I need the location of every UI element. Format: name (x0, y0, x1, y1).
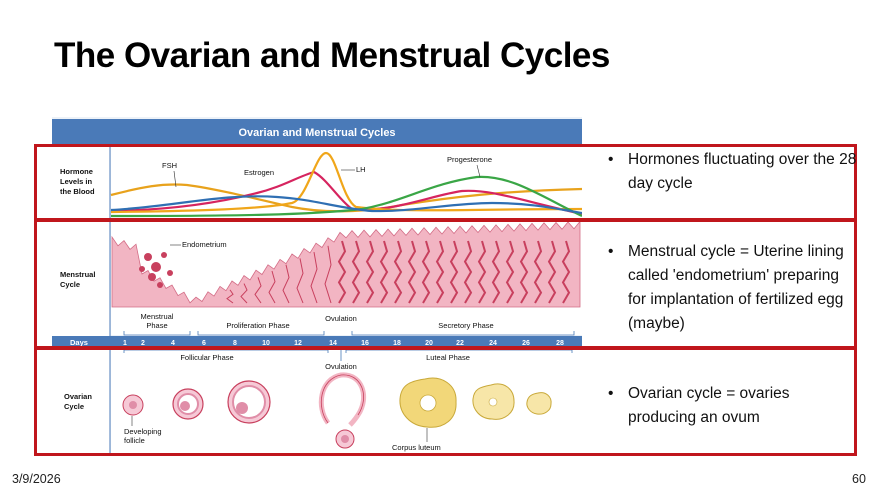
developing-follicle-3 (227, 380, 271, 424)
fsh-curve (110, 183, 582, 213)
endometrium-label: Endometrium (182, 240, 227, 249)
bullet-hormones: • Hormones fluctuating over the 28 day cy… (608, 151, 857, 192)
days-bar (52, 336, 582, 347)
day-tick-label: 20 (425, 340, 433, 347)
day-tick-label: 12 (294, 340, 302, 347)
day-tick-label: 6 (202, 340, 206, 347)
row-label-ovarian-1: Ovarian (64, 392, 92, 401)
estrogen-label: Estrogen (244, 168, 274, 177)
corpus-luteum-label: Corpus luteum (392, 443, 441, 452)
luteal-phase-label: Luteal Phase (426, 353, 470, 362)
corpus-luteum-3 (526, 392, 552, 415)
shedding-fragments (139, 252, 173, 288)
row-label-hormone-1: Hormone (60, 167, 93, 176)
ovarian-highlight-box (34, 347, 857, 456)
ovarian-menstrual-diagram: Ovarian and Menstrual Cycles Hormone Lev… (52, 117, 582, 456)
day-tick-label: 24 (489, 340, 497, 347)
row-label-menstrual-1: Menstrual (60, 270, 95, 279)
estrogen-curve (110, 170, 582, 216)
diagram-header-bar (52, 119, 582, 144)
row-label-ovarian-2: Cycle (64, 402, 84, 411)
follicular-phase-label: Follicular Phase (180, 353, 233, 362)
day-tick-label: 8 (233, 340, 237, 347)
endometrial-glands (226, 240, 571, 304)
secretory-phase-label: Secretory Phase (438, 321, 493, 330)
progesterone-curve (110, 175, 582, 218)
developing-follicle-label-2: follicle (124, 436, 145, 445)
day-tick-label: 28 (556, 340, 564, 347)
endometrium-tissue (111, 220, 581, 308)
day-tick-label: 22 (456, 340, 464, 347)
ovulation-lower-label: Ovulation (325, 362, 357, 371)
blue-hormone-curve (110, 195, 582, 215)
day-tick-label: 10 (262, 340, 270, 347)
day-tick-label: 4 (171, 340, 175, 347)
ovulating-follicle (318, 372, 367, 449)
page-number: 60 (852, 472, 866, 486)
day-ticks: 1 2 4 6 8 10 12 14 16 18 20 22 24 26 28 (123, 340, 564, 347)
corpus-luteum-2 (472, 383, 515, 420)
menstrual-phase-label-1: Menstrual (141, 312, 174, 321)
proliferation-phase-label: Proliferation Phase (226, 321, 289, 330)
row-label-menstrual-2: Cycle (60, 280, 80, 289)
corpus-luteum-1 (399, 377, 457, 428)
row-label-hormone-3: the Blood (60, 187, 95, 196)
bullet-menstrual: • Menstrual cycle = Uterine lining called… (608, 243, 844, 332)
bullet-ovarian: • Ovarian cycle = ovaries producing an ov… (608, 385, 790, 426)
fsh-label: FSH (162, 161, 177, 170)
day-tick-label: 1 (123, 340, 127, 347)
days-label: Days (70, 338, 88, 347)
developing-follicle-2 (172, 388, 204, 420)
slide-title: The Ovarian and Menstrual Cycles (54, 36, 610, 75)
day-tick-label: 18 (393, 340, 401, 347)
menstrual-phase-label-2: Phase (146, 321, 167, 330)
diagram-header: Ovarian and Menstrual Cycles (238, 127, 395, 139)
day-tick-label: 14 (329, 340, 337, 347)
row-label-hormone-2: Levels in (60, 177, 93, 186)
lh-label: LH (356, 165, 366, 174)
day-tick-label: 2 (141, 340, 145, 347)
footer-date: 3/9/2026 (12, 472, 61, 486)
day-tick-label: 16 (361, 340, 369, 347)
lh-curve (110, 151, 582, 214)
day-tick-label: 26 (522, 340, 530, 347)
developing-follicle-label-1: Developing (124, 427, 162, 436)
ovulation-upper-label: Ovulation (325, 314, 357, 323)
label-column (52, 144, 110, 456)
developing-follicle-1 (122, 394, 144, 416)
progesterone-label: Progesterone (447, 155, 492, 164)
